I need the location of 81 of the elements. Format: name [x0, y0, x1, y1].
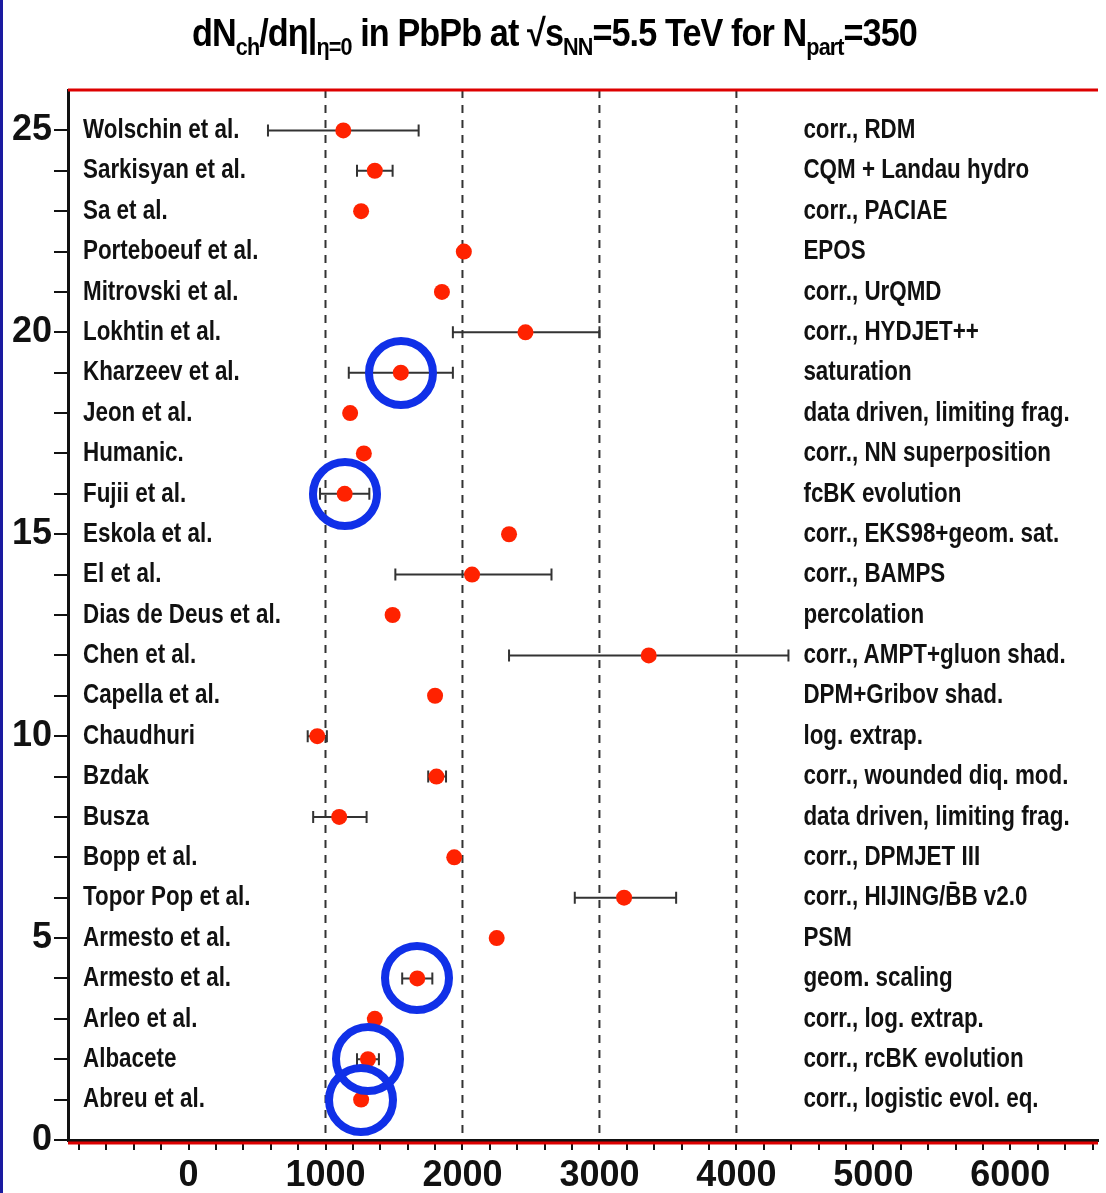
x-tick-label: 3000: [559, 1152, 640, 1193]
point: [353, 203, 370, 220]
annotation: fcBK evolution: [803, 476, 962, 508]
annotation: Armesto et al.: [83, 920, 232, 952]
point: [616, 889, 633, 906]
y-tick-label: 10: [11, 713, 52, 755]
x-tick-label: 2000: [422, 1152, 503, 1193]
annotation: corr., PACIAE: [803, 193, 948, 225]
x-tick-label: 5000: [833, 1152, 914, 1193]
annotation: corr., wounded diq. mod.: [803, 758, 1069, 790]
annotation: Chen et al.: [83, 637, 197, 669]
point: [355, 445, 372, 462]
point: [366, 162, 383, 179]
annotation: Abreu et al.: [83, 1081, 205, 1113]
annotation: Dias de Deus et al.: [83, 597, 281, 629]
annotation: corr., log. extrap.: [803, 1001, 984, 1033]
annotation: geom. scaling: [803, 960, 953, 992]
point: [342, 405, 359, 422]
annotation: corr., HYDJET++: [803, 314, 979, 346]
annotation: Jeon et al.: [83, 395, 193, 427]
y-tick-label: 20: [11, 309, 52, 351]
annotation: Kharzeev et al.: [83, 355, 240, 386]
annotation: Bopp et al.: [83, 839, 198, 871]
point: [335, 122, 352, 139]
annotation: saturation: [803, 355, 912, 386]
annotation: Armesto et al.: [83, 960, 232, 992]
annotation: corr., UrQMD: [803, 274, 942, 306]
annotation: corr., EKS98+geom. sat.: [803, 516, 1060, 548]
annotation: Arleo et al.: [83, 1001, 198, 1033]
annotation: corr., HIJING/B̄B v2.0: [803, 880, 1028, 911]
x-tick-label: 0: [178, 1152, 199, 1193]
annotation: Porteboeuf et al.: [83, 233, 259, 265]
annotation: EPOS: [803, 233, 866, 265]
annotation: data driven, limiting frag.: [803, 799, 1070, 831]
point: [517, 324, 534, 341]
annotation: Capella et al.: [83, 678, 220, 710]
annotation: corr., DPMJET III: [803, 839, 981, 871]
point: [464, 566, 481, 583]
annotation: log. extrap.: [803, 718, 923, 750]
annotation: Wolschin et al.: [83, 112, 240, 144]
annotation: PSM: [803, 920, 852, 952]
point: [446, 849, 463, 866]
annotation: Bzdak: [83, 758, 150, 790]
point: [455, 243, 472, 260]
point: [640, 647, 657, 664]
x-tick-label: 4000: [696, 1152, 777, 1193]
y-tick-label: 15: [11, 511, 52, 553]
annotation: Sa et al.: [83, 193, 168, 225]
point: [427, 687, 444, 704]
annotation: corr., NN superposition: [803, 435, 1051, 467]
annotation: corr., BAMPS: [803, 556, 946, 588]
annotation: Eskola et al.: [83, 516, 213, 548]
annotation: Mitrovski et al.: [83, 274, 239, 306]
point: [331, 808, 348, 825]
y-tick-label: 25: [11, 107, 52, 149]
point: [488, 930, 505, 947]
annotation: Lokhtin et al.: [83, 314, 222, 346]
annotation: data driven, limiting frag.: [803, 395, 1070, 427]
annotation: corr., AMPT+gluon shad.: [803, 637, 1066, 669]
annotation: Chaudhuri: [83, 718, 195, 750]
annotation: Sarkisyan et al.: [83, 153, 247, 185]
x-tick-label: 1000: [285, 1152, 366, 1193]
annotation: CQM + Landau hydro: [803, 153, 1030, 185]
annotation: corr., logistic evol. eq.: [803, 1081, 1039, 1113]
annotation: El et al.: [83, 556, 162, 588]
annotation: Busza: [83, 799, 150, 831]
annotation: Humanic.: [83, 435, 184, 467]
point: [501, 526, 518, 543]
annotation: Albacete: [83, 1041, 177, 1073]
annotation: corr., rcBK evolution: [803, 1041, 1024, 1073]
point: [433, 283, 450, 300]
annotation: Topor Pop et al.: [83, 880, 251, 911]
x-tick-label: 6000: [970, 1152, 1051, 1193]
y-tick-label: 0: [31, 1116, 52, 1158]
y-tick-label: 5: [31, 915, 52, 956]
annotation: corr., RDM: [803, 112, 916, 144]
annotation: Fujii et al.: [83, 476, 187, 508]
annotation: DPM+Gribov shad.: [803, 678, 1004, 710]
point: [384, 607, 401, 623]
chart-title: dN$_{ch}$/dη|$_{η=0}$ in PbPb at √s$_{NN}$=5.5 TeV for N$_{part}$=350: [192, 12, 917, 60]
annotation: percolation: [803, 597, 925, 629]
